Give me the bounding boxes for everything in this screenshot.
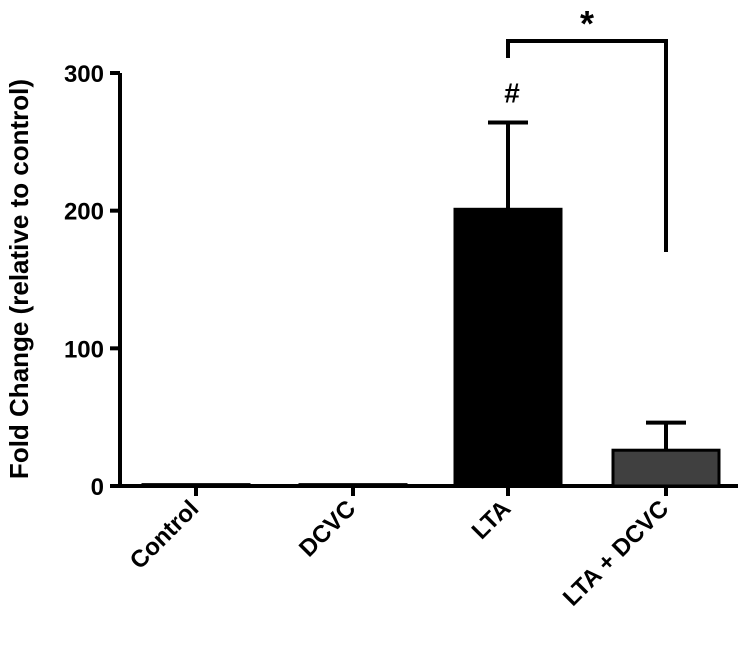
x-tick-label: DCVC: [294, 495, 361, 562]
x-tick-label: LTA: [467, 495, 517, 545]
bar: [453, 207, 563, 488]
y-tick-label: 200: [64, 199, 104, 226]
x-tick-label: Control: [125, 495, 204, 574]
y-tick-label: 300: [64, 61, 104, 88]
x-axis: Control DCVC LTA LTA + DCVC: [117, 484, 738, 612]
annotations-group: #*: [504, 3, 668, 252]
x-tick-label: LTA + DCVC: [558, 495, 674, 611]
bar: [141, 483, 251, 488]
bars-group: [141, 120, 721, 488]
bar: [611, 448, 721, 488]
significance-mark: #: [504, 78, 520, 109]
y-tick-label: 100: [64, 336, 104, 363]
significance-star: *: [580, 3, 594, 44]
y-axis-label: Fold Change (relative to control): [4, 79, 34, 479]
bar: [298, 483, 408, 488]
y-tick-label: 0: [91, 474, 104, 501]
y-axis: 0 100 200 300: [64, 61, 122, 501]
